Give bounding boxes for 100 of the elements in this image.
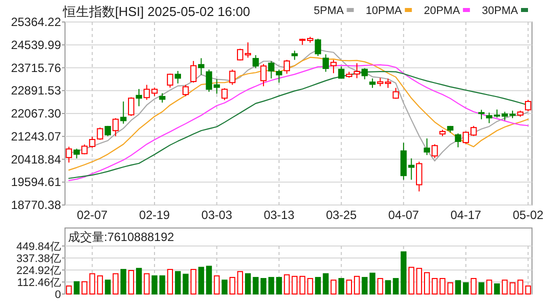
y-tick-label: 21243.07 — [10, 129, 62, 144]
x-tick-label: 03-13 — [264, 208, 295, 222]
chart-title: 恒生指数[HSI] 2025-05-02 16:00 — [62, 4, 250, 19]
bar — [362, 276, 368, 294]
candlestick — [369, 78, 376, 88]
bar — [392, 278, 399, 294]
candlestick — [166, 73, 174, 88]
candlestick — [190, 60, 197, 84]
y-tick-label: 18770.38 — [10, 198, 62, 212]
bar — [385, 280, 391, 294]
bar — [440, 278, 446, 294]
bar — [447, 282, 454, 294]
bar — [502, 280, 508, 294]
bar — [517, 280, 524, 294]
candlestick — [291, 50, 298, 60]
bar — [330, 280, 336, 294]
candlestick — [182, 84, 189, 97]
bar — [299, 276, 306, 294]
x-tick-label: 05-02 — [512, 208, 544, 222]
bar — [66, 285, 72, 294]
candlestick — [314, 38, 322, 56]
bar — [260, 278, 266, 294]
x-tick-label: 02-07 — [76, 208, 108, 222]
bar — [494, 283, 500, 294]
bar — [346, 280, 352, 294]
y-tick-label: 0 — [54, 289, 61, 301]
bar — [354, 276, 360, 294]
bar — [400, 251, 406, 294]
y-tick-label: 20418.84 — [10, 152, 62, 166]
y-tick-label: 22891.53 — [10, 84, 62, 98]
bar — [159, 275, 166, 294]
candlestick — [478, 109, 485, 120]
candlestick — [432, 144, 438, 159]
bar — [120, 268, 126, 294]
y-tick-label: 224.92亿 — [16, 265, 61, 277]
bar — [284, 274, 290, 294]
chart-title: 成交量:7610888192 — [68, 230, 174, 244]
bar — [486, 280, 492, 294]
candlestick — [252, 54, 259, 69]
bar — [510, 282, 516, 294]
candlestick — [229, 69, 236, 86]
bar — [89, 273, 96, 294]
y-tick-label: 112.46亿 — [17, 277, 61, 289]
bar — [74, 281, 80, 294]
bar — [370, 272, 376, 294]
bar — [338, 278, 344, 294]
bar — [128, 270, 134, 294]
candlestick — [74, 148, 80, 159]
bar — [525, 285, 532, 294]
x-tick-label: 04-07 — [388, 208, 420, 222]
bar — [315, 276, 321, 294]
bar — [167, 268, 173, 294]
y-tick-label: 337.38亿 — [16, 253, 61, 265]
candlestick — [159, 92, 166, 104]
bar — [222, 280, 228, 294]
bar — [268, 276, 274, 294]
bar — [424, 272, 430, 294]
bar — [104, 280, 111, 294]
bar — [322, 273, 329, 294]
bar — [276, 276, 282, 294]
bar — [455, 280, 461, 294]
candlestick — [174, 70, 182, 84]
bar — [478, 282, 484, 294]
legend-label: 30PMA — [482, 5, 519, 17]
candlestick — [424, 138, 430, 156]
x-tick-label: 02-19 — [139, 208, 170, 222]
bar — [112, 273, 119, 294]
bar — [82, 281, 88, 294]
candlestick — [416, 161, 422, 192]
bar — [244, 273, 251, 294]
bar — [307, 278, 314, 294]
candlestick — [524, 99, 532, 112]
bar — [190, 268, 196, 294]
bar — [292, 276, 298, 294]
bar — [136, 268, 142, 294]
candlestick — [322, 54, 329, 72]
y-tick-label: 22067.30 — [10, 106, 62, 120]
y-tick-label: 449.84亿 — [16, 241, 61, 253]
y-tick-label: 25364.22 — [10, 15, 62, 29]
x-tick-label: 03-25 — [326, 208, 357, 222]
bar — [432, 278, 438, 294]
bar — [144, 273, 150, 294]
bar — [97, 275, 103, 294]
x-tick-label: 03-03 — [201, 208, 232, 222]
candlestick — [362, 68, 368, 80]
y-tick-label: 24539.99 — [10, 38, 62, 52]
candlestick — [330, 59, 337, 74]
bar — [152, 275, 158, 294]
y-tick-label: 23715.76 — [10, 60, 62, 75]
candlestick — [221, 88, 228, 101]
candlestick — [136, 88, 142, 107]
bar — [252, 276, 259, 294]
bar — [377, 278, 384, 294]
y-tick-label: 19594.61 — [10, 175, 62, 190]
candlestick — [128, 96, 134, 116]
bar — [214, 275, 220, 294]
candlestick — [198, 58, 204, 76]
candlestick — [284, 59, 290, 74]
candlestick — [112, 118, 119, 137]
candlestick — [120, 100, 127, 124]
